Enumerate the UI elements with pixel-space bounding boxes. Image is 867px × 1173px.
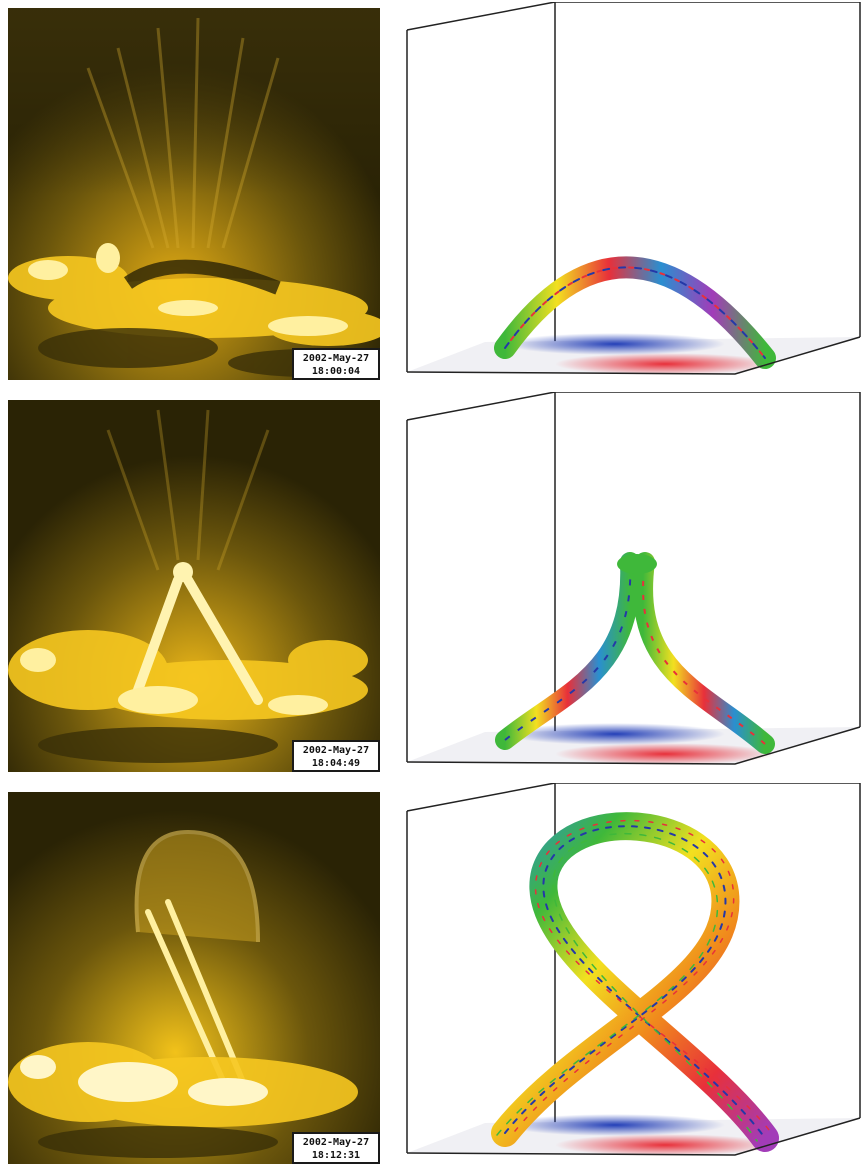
solar-euv-image-2 bbox=[8, 400, 380, 772]
time-text-1: 18:00:04 bbox=[311, 366, 361, 377]
flux-rope-model-1 bbox=[405, 2, 865, 380]
time-text-2: 18:04:49 bbox=[311, 758, 361, 769]
flux-rope-model-2 bbox=[405, 392, 865, 770]
date-text-2: 2002-May-27 bbox=[302, 745, 370, 756]
flux-rope-model-3 bbox=[405, 783, 865, 1161]
solar-euv-image-3 bbox=[8, 792, 380, 1164]
observation-image-2: 2002-May-27 18:04:49 bbox=[8, 400, 380, 772]
observation-image-3: 2002-May-27 18:12:31 bbox=[8, 792, 380, 1164]
time-text-3: 18:12:31 bbox=[311, 1150, 361, 1161]
date-text-3: 2002-May-27 bbox=[302, 1137, 370, 1148]
model-box-2 bbox=[406, 392, 861, 765]
timestamp-label-2: 2002-May-27 18:04:49 bbox=[292, 740, 380, 772]
timestamp-label-3: 2002-May-27 18:12:31 bbox=[292, 1132, 380, 1164]
date-text-1: 2002-May-27 bbox=[302, 353, 370, 364]
solar-euv-image-1 bbox=[8, 8, 380, 380]
model-box-3 bbox=[406, 783, 861, 1156]
model-box-1 bbox=[406, 2, 861, 375]
timestamp-label-1: 2002-May-27 18:00:04 bbox=[292, 348, 380, 380]
observation-image-1: 2002-May-27 18:00:04 bbox=[8, 8, 380, 380]
